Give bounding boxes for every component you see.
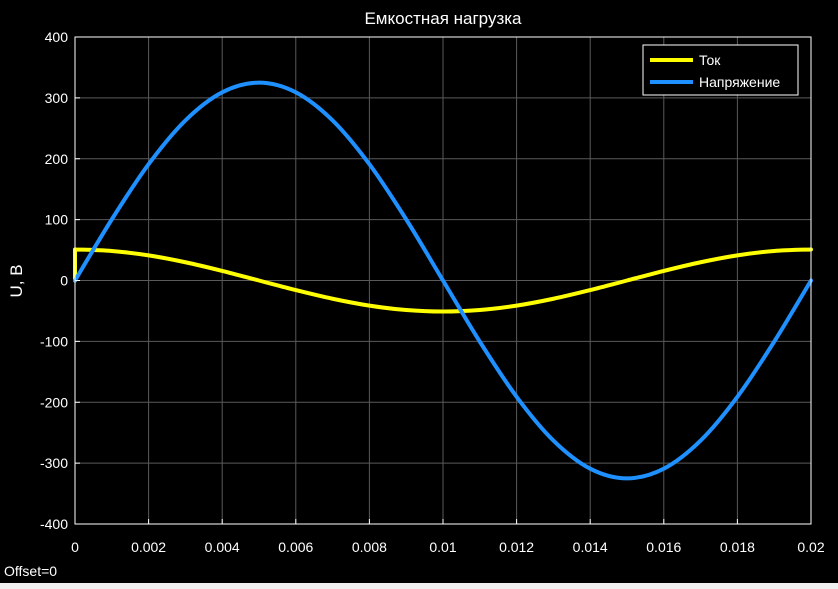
legend-entry-label[interactable]: Напряжение (699, 74, 780, 90)
series-layer (73, 80, 813, 481)
x-tick-label: 0.012 (499, 539, 534, 555)
x-tick-label: 0.02 (797, 539, 824, 555)
x-tick-label: 0.01 (429, 539, 456, 555)
x-tick-label: 0.006 (278, 539, 313, 555)
y-tick-label: -400 (40, 516, 68, 532)
y-tick-label: 200 (45, 151, 69, 167)
y-axis-label: U, В (7, 264, 26, 297)
y-tick-label: 100 (45, 212, 69, 228)
bottom-strip (0, 583, 838, 589)
y-tick-label: 400 (45, 29, 69, 45)
x-tick-label: 0.014 (573, 539, 608, 555)
legend[interactable]: Ток Напряжение (642, 44, 799, 96)
legend-box (642, 44, 799, 96)
x-tick-label: 0.016 (646, 539, 681, 555)
y-tick-label: 0 (60, 273, 68, 289)
x-tick-label: 0.008 (352, 539, 387, 555)
y-tick-label: -100 (40, 333, 68, 349)
y-tick-label: -300 (40, 455, 68, 471)
y-tick-label: -200 (40, 394, 68, 410)
offset-label: Offset=0 (4, 563, 58, 579)
series-line-0 (73, 247, 813, 314)
series-line-1 (73, 80, 813, 481)
y-tick-label: 300 (45, 90, 69, 106)
tick-labels: 0 0.002 0.004 0.006 0.008 0.01 0.012 0.014 0.016… (40, 29, 825, 555)
legend-entry-label[interactable]: Ток (699, 52, 721, 68)
x-tick-label: 0.004 (205, 539, 240, 555)
x-tick-label: 0.002 (131, 539, 166, 555)
x-tick-label: 0.018 (720, 539, 755, 555)
x-tick-label: 0 (71, 539, 79, 555)
chart-title: Емкостная нагрузка (364, 9, 522, 28)
